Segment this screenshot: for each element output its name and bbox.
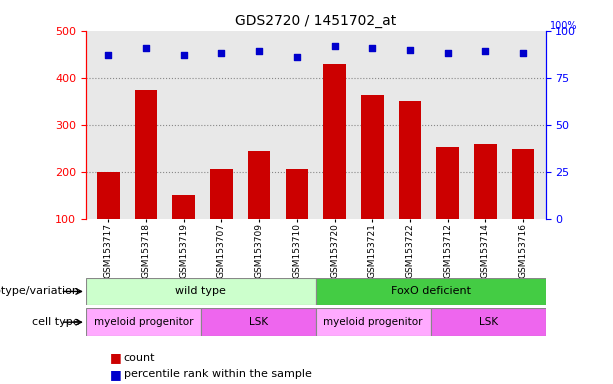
Point xyxy=(330,43,340,49)
Point xyxy=(104,52,113,58)
Point xyxy=(254,48,264,55)
Point xyxy=(141,45,151,51)
Text: ■: ■ xyxy=(110,368,122,381)
Point xyxy=(518,50,528,56)
Text: count: count xyxy=(124,353,155,363)
Bar xyxy=(86,278,316,305)
Bar xyxy=(86,308,201,336)
Bar xyxy=(512,149,535,266)
Bar xyxy=(210,169,233,266)
Bar xyxy=(436,147,459,266)
Bar xyxy=(398,101,421,266)
Bar xyxy=(248,151,270,266)
Bar xyxy=(430,308,546,336)
Bar xyxy=(97,172,120,266)
Point xyxy=(216,50,226,56)
Point xyxy=(481,48,490,55)
Point xyxy=(405,46,415,53)
Bar xyxy=(201,308,316,336)
Bar xyxy=(316,278,546,305)
Text: ■: ■ xyxy=(110,351,122,364)
Bar xyxy=(135,89,158,266)
Text: LSK: LSK xyxy=(249,317,268,327)
Text: myeloid progenitor: myeloid progenitor xyxy=(324,317,423,327)
Text: myeloid progenitor: myeloid progenitor xyxy=(94,317,193,327)
Text: FoxO deficient: FoxO deficient xyxy=(390,286,471,296)
Text: percentile rank within the sample: percentile rank within the sample xyxy=(124,369,311,379)
Text: LSK: LSK xyxy=(479,317,498,327)
Text: cell type: cell type xyxy=(32,317,80,327)
Bar xyxy=(172,195,195,266)
Point xyxy=(292,54,302,60)
Point xyxy=(367,45,377,51)
Point xyxy=(179,52,189,58)
Bar xyxy=(286,169,308,266)
Bar xyxy=(323,64,346,266)
Text: 100%: 100% xyxy=(550,21,577,31)
Text: genotype/variation: genotype/variation xyxy=(0,286,80,296)
Bar xyxy=(361,95,384,266)
Bar xyxy=(474,144,497,266)
Bar xyxy=(316,308,430,336)
Point xyxy=(443,50,452,56)
Title: GDS2720 / 1451702_at: GDS2720 / 1451702_at xyxy=(235,14,397,28)
Text: wild type: wild type xyxy=(175,286,226,296)
